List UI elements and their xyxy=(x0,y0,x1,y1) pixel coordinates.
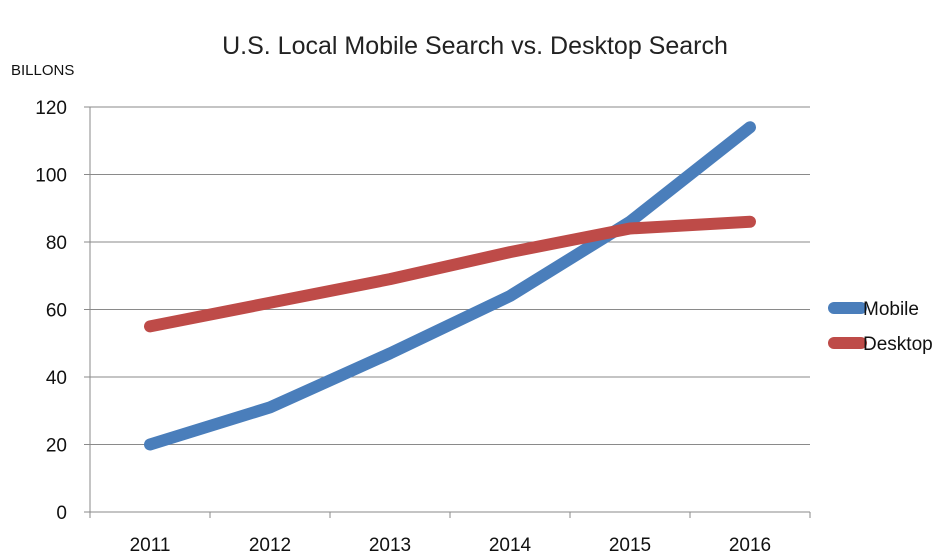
data-point-mobile xyxy=(389,352,391,354)
y-axis-unit-label: BILLONS xyxy=(11,62,74,79)
x-tick-label: 2014 xyxy=(489,535,532,556)
series-lines xyxy=(144,121,756,451)
data-point-desktop xyxy=(629,228,631,229)
y-tick-label: 0 xyxy=(56,503,67,524)
data-point-desktop xyxy=(509,251,511,253)
y-tick-label: 60 xyxy=(46,301,67,322)
x-axis-ticks: 2011 2012 2013 2014 2015 2016 xyxy=(89,512,811,556)
y-tick-label: 100 xyxy=(35,166,67,187)
legend: Mobile Desktop xyxy=(828,299,933,355)
data-point-desktop xyxy=(149,325,151,327)
x-tick-label: 2011 xyxy=(130,535,171,556)
y-axis-ticks: 0 20 40 60 80 100 120 xyxy=(35,98,90,524)
legend-label-mobile: Mobile xyxy=(863,299,919,320)
x-tick-label: 2013 xyxy=(369,535,411,556)
y-tick-label: 120 xyxy=(35,98,67,119)
y-tick-label: 20 xyxy=(46,436,67,457)
x-tick-label: 2015 xyxy=(609,535,651,556)
data-point-mobile xyxy=(149,444,151,445)
data-point-desktop xyxy=(749,221,751,223)
x-tick-label: 2012 xyxy=(249,535,291,556)
series-line-desktop xyxy=(144,215,756,333)
data-point-desktop xyxy=(269,302,271,304)
data-point-desktop xyxy=(389,278,391,280)
data-point-mobile xyxy=(629,221,631,223)
chart-title: U.S. Local Mobile Search vs. Desktop Sea… xyxy=(222,32,728,60)
y-tick-label: 80 xyxy=(46,233,67,254)
legend-label-desktop: Desktop xyxy=(863,334,933,355)
x-tick-label: 2016 xyxy=(729,535,771,556)
y-tick-label: 40 xyxy=(46,368,67,389)
data-point-mobile xyxy=(509,295,511,297)
data-point-mobile xyxy=(269,406,271,408)
series-line-mobile xyxy=(144,121,756,451)
data-point-mobile xyxy=(749,126,751,128)
